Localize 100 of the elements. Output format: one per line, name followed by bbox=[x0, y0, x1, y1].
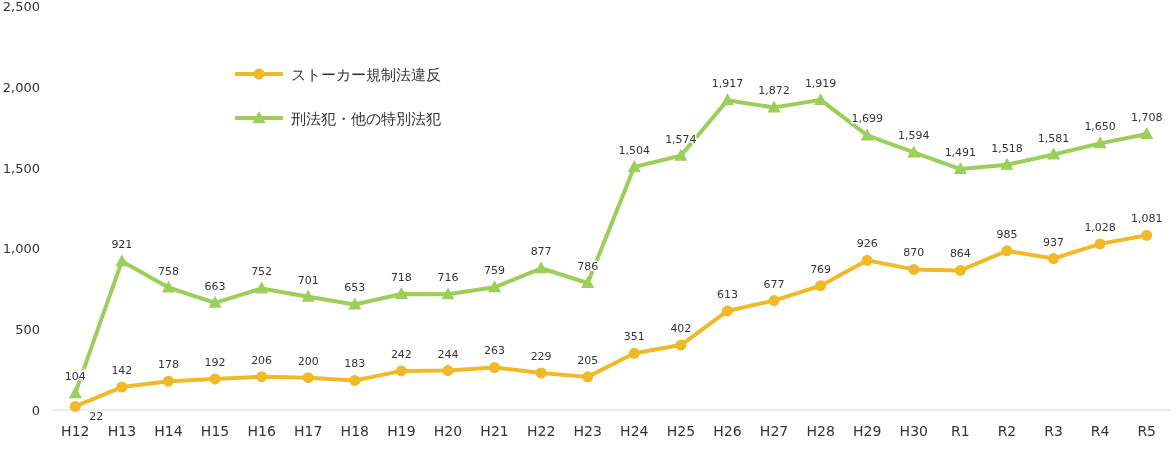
point bbox=[489, 362, 501, 373]
point bbox=[860, 128, 874, 141]
data-label: 206 bbox=[251, 353, 273, 367]
data-label: 937 bbox=[1043, 235, 1065, 249]
data-label: 870 bbox=[903, 246, 925, 260]
y-tick-label: 2,000 bbox=[2, 79, 40, 95]
point bbox=[68, 386, 82, 399]
x-tick-label: H24 bbox=[620, 423, 649, 439]
point bbox=[301, 289, 315, 302]
y-tick-label: 2,500 bbox=[2, 0, 40, 14]
data-label: 192 bbox=[204, 355, 226, 369]
point bbox=[209, 373, 221, 385]
point bbox=[861, 254, 873, 266]
point bbox=[627, 159, 641, 172]
data-label: 1,917 bbox=[711, 77, 744, 91]
x-tick-label: H12 bbox=[61, 423, 90, 439]
point bbox=[1048, 253, 1060, 265]
point bbox=[115, 254, 129, 267]
point bbox=[349, 374, 361, 386]
x-tick-label: R2 bbox=[997, 423, 1017, 439]
point bbox=[1000, 157, 1014, 170]
x-tick-label: H30 bbox=[899, 423, 928, 439]
data-label: 351 bbox=[623, 330, 645, 344]
data-label: 183 bbox=[344, 357, 366, 371]
data-label: 22 bbox=[89, 410, 104, 424]
point bbox=[907, 145, 921, 158]
x-tick-label: H17 bbox=[294, 423, 323, 439]
x-tick-label: H19 bbox=[387, 423, 416, 439]
y-tick-label: 1,000 bbox=[2, 241, 40, 257]
data-label: 1,504 bbox=[618, 143, 651, 157]
data-label: 200 bbox=[297, 354, 319, 368]
point bbox=[815, 280, 827, 292]
point bbox=[1093, 136, 1107, 149]
data-label: 663 bbox=[204, 279, 226, 293]
x-tick-label: H13 bbox=[107, 423, 137, 439]
x-tick-label: R1 bbox=[951, 423, 970, 439]
data-label: 242 bbox=[390, 347, 412, 361]
point bbox=[69, 400, 81, 412]
point bbox=[255, 281, 269, 294]
point bbox=[1141, 229, 1153, 241]
x-tick-label: H22 bbox=[526, 423, 556, 439]
data-label: 1,699 bbox=[851, 112, 883, 126]
point bbox=[256, 371, 268, 383]
point bbox=[675, 339, 687, 351]
data-label: 1,872 bbox=[758, 84, 790, 98]
data-label: 1,518 bbox=[991, 141, 1023, 155]
point bbox=[395, 365, 407, 377]
data-label: 1,081 bbox=[1130, 212, 1163, 226]
x-tick-label: H23 bbox=[573, 423, 602, 439]
data-label: 926 bbox=[856, 237, 878, 251]
point bbox=[535, 367, 547, 379]
x-tick-label: H21 bbox=[480, 423, 509, 439]
data-label: 244 bbox=[437, 347, 459, 361]
data-label: 758 bbox=[157, 264, 179, 278]
data-label: 613 bbox=[716, 287, 738, 301]
data-label: 701 bbox=[297, 273, 319, 287]
data-label: 653 bbox=[344, 281, 366, 295]
point bbox=[628, 347, 640, 359]
point bbox=[1047, 147, 1061, 160]
point bbox=[674, 148, 688, 161]
legend-label: 刑法犯・他の特別法犯 bbox=[291, 110, 441, 128]
data-label: 1,708 bbox=[1130, 110, 1163, 124]
point bbox=[768, 295, 780, 307]
x-tick-label: H28 bbox=[806, 423, 835, 439]
y-tick-label: 500 bbox=[15, 322, 40, 338]
x-tick-label: H15 bbox=[200, 423, 230, 439]
point bbox=[581, 275, 595, 288]
point bbox=[302, 372, 314, 384]
point bbox=[208, 295, 222, 308]
y-tick-label: 1,500 bbox=[2, 160, 40, 176]
data-label: 1,919 bbox=[804, 76, 837, 90]
point bbox=[488, 280, 502, 293]
data-label: 1,028 bbox=[1084, 220, 1116, 234]
data-label: 178 bbox=[157, 358, 179, 372]
data-label: 718 bbox=[390, 270, 412, 284]
data-label: 1,650 bbox=[1084, 120, 1116, 134]
point bbox=[534, 261, 548, 274]
point bbox=[116, 381, 128, 393]
data-label: 1,594 bbox=[898, 129, 930, 143]
point bbox=[582, 371, 594, 383]
data-label: 1,491 bbox=[944, 146, 977, 160]
point bbox=[767, 100, 781, 113]
x-tick-label: H20 bbox=[433, 423, 463, 439]
x-tick-label: R3 bbox=[1044, 423, 1063, 439]
data-label: 1,581 bbox=[1037, 131, 1070, 145]
legend-label: ストーカー規制法違反 bbox=[291, 66, 441, 84]
point bbox=[441, 287, 455, 300]
data-label: 142 bbox=[111, 364, 133, 378]
data-label: 752 bbox=[251, 265, 273, 279]
data-label: 263 bbox=[484, 344, 506, 358]
point bbox=[162, 375, 174, 387]
point bbox=[1001, 245, 1013, 257]
data-label: 921 bbox=[111, 238, 133, 252]
data-label: 229 bbox=[530, 349, 552, 363]
point bbox=[394, 286, 408, 299]
x-tick-label: H18 bbox=[340, 423, 369, 439]
data-label: 769 bbox=[810, 262, 832, 276]
x-tick-label: H16 bbox=[247, 423, 276, 439]
point bbox=[720, 93, 734, 106]
data-label: 402 bbox=[670, 322, 692, 336]
